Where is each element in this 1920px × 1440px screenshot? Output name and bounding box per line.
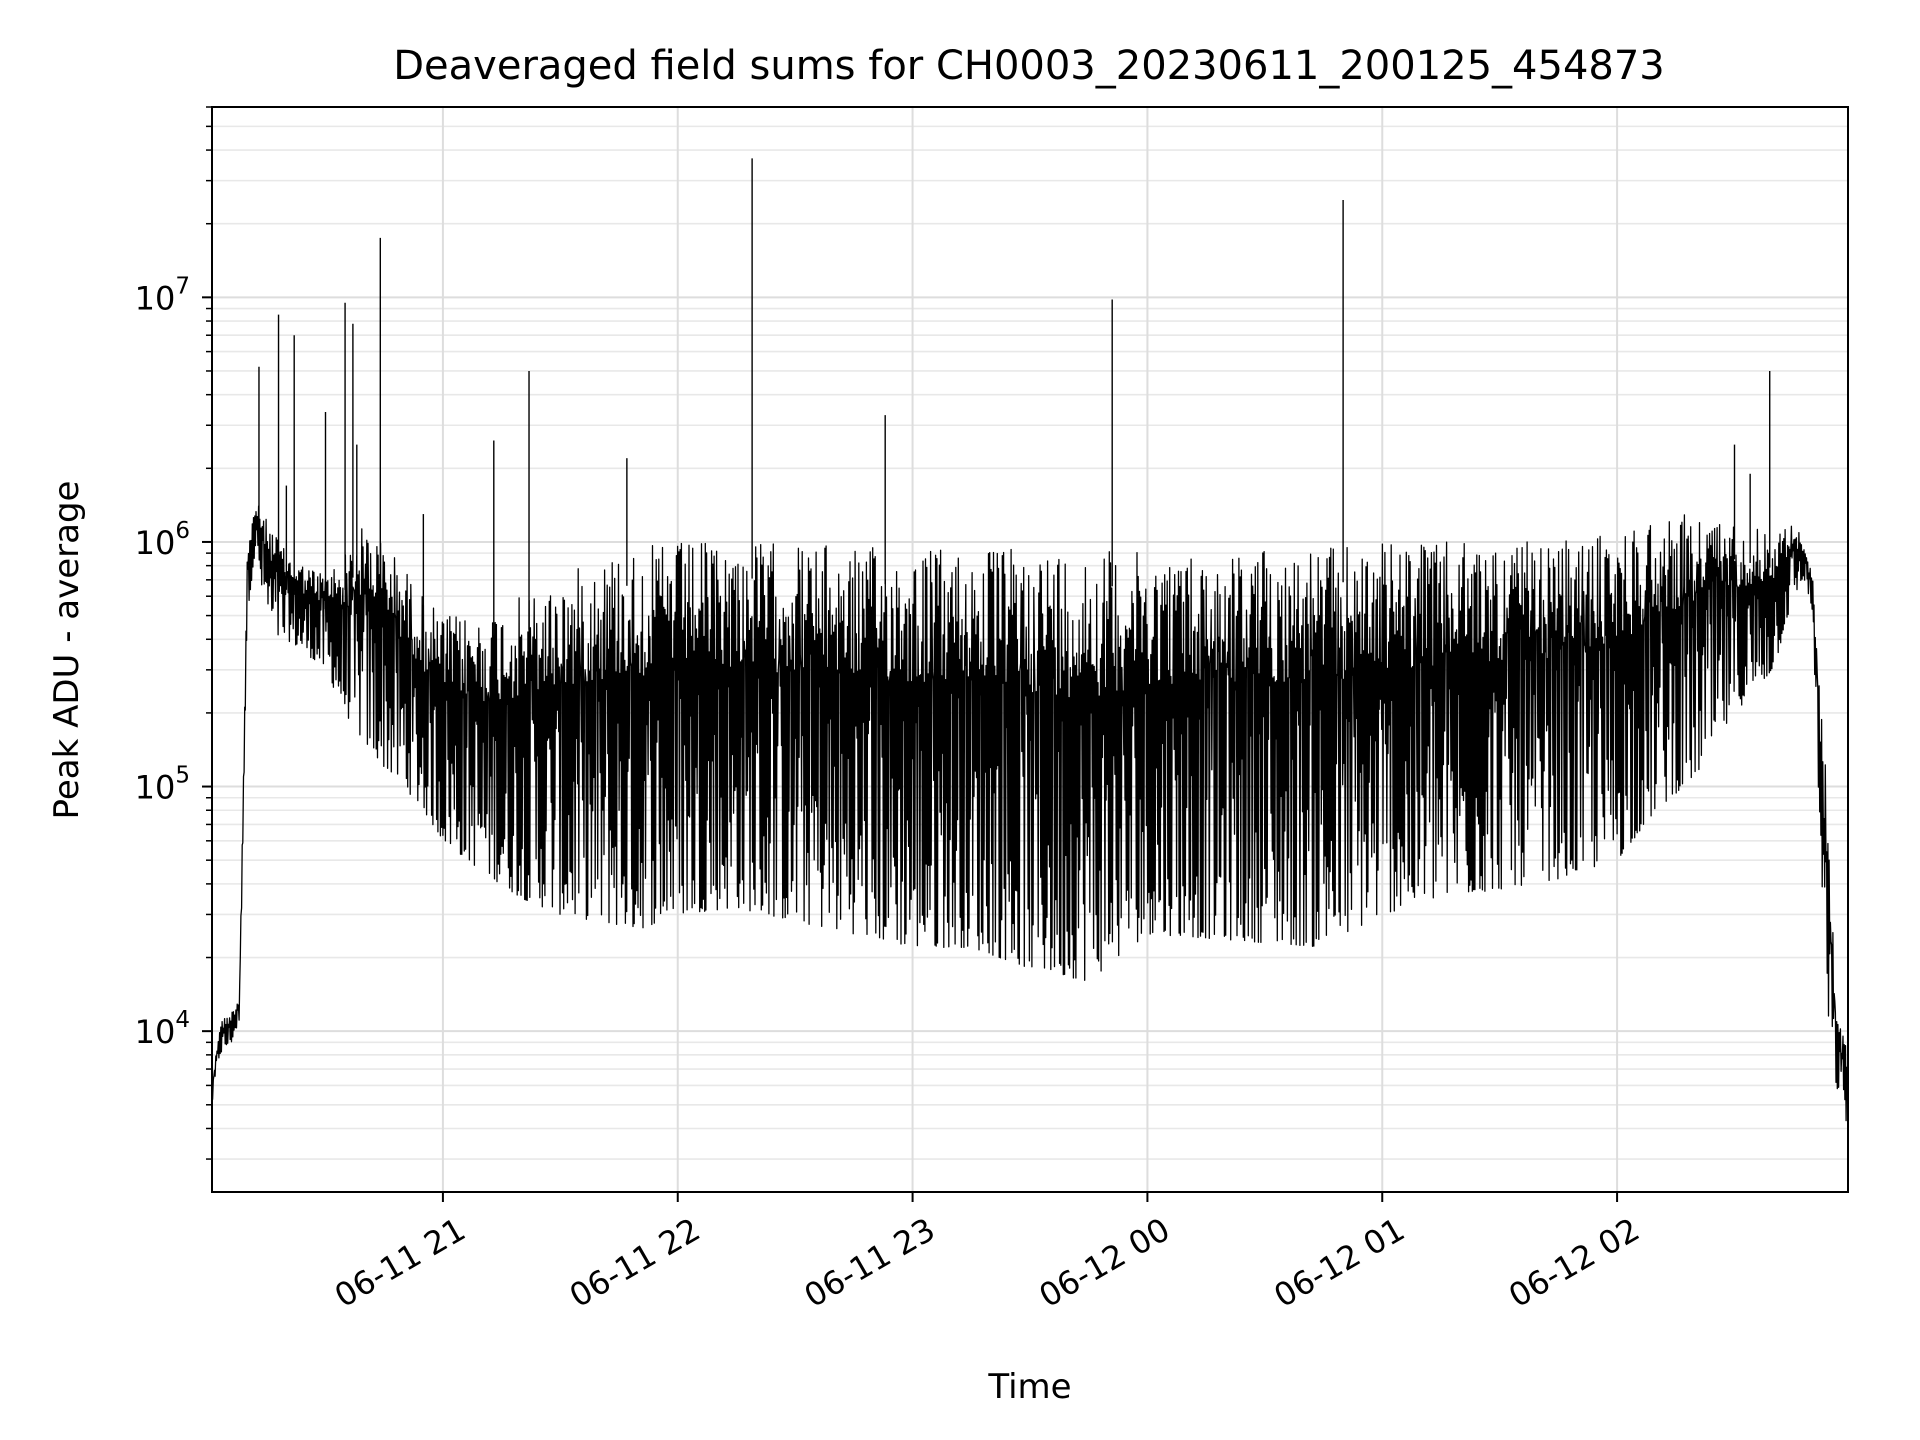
y-tick-label: 105 (135, 763, 190, 807)
y-tick-label: 104 (135, 1007, 190, 1051)
plot-frame (211, 106, 1849, 1193)
y-tick-label: 107 (135, 273, 190, 317)
y-axis: 104 105 106 107 (135, 106, 212, 1160)
y-axis-label: Peak ADU - average (47, 481, 87, 820)
chart-title: Deaveraged field sums for CH0003_2023061… (393, 43, 1665, 89)
x-axis-label: Time (987, 1367, 1071, 1407)
y-tick-label: 106 (135, 518, 190, 562)
series-line (211, 505, 1849, 1122)
data-series (211, 158, 1849, 1122)
